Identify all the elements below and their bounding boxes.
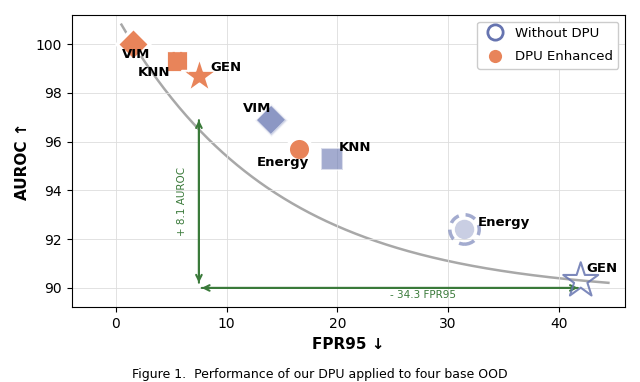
Text: - 34.3 FPR95: - 34.3 FPR95 xyxy=(390,290,456,300)
Point xyxy=(460,227,470,233)
Text: KNN: KNN xyxy=(138,66,170,79)
Text: + 8.1 AUROC: + 8.1 AUROC xyxy=(177,167,187,236)
Point xyxy=(293,146,303,152)
Text: VIM: VIM xyxy=(122,48,150,61)
Text: KNN: KNN xyxy=(339,141,371,154)
Point xyxy=(460,227,470,233)
Text: GEN: GEN xyxy=(210,61,241,74)
Text: VIM: VIM xyxy=(243,102,271,115)
Point xyxy=(172,58,182,64)
Point xyxy=(194,73,204,79)
Text: Energy: Energy xyxy=(257,156,308,169)
X-axis label: FPR95 ↓: FPR95 ↓ xyxy=(312,337,385,352)
Point xyxy=(172,58,182,64)
Y-axis label: AUROC ↑: AUROC ↑ xyxy=(15,123,30,200)
Point xyxy=(127,41,138,47)
Point xyxy=(127,41,138,47)
Text: Energy: Energy xyxy=(478,216,530,229)
Point xyxy=(266,117,276,123)
Legend: Without DPU, DPU Enhanced: Without DPU, DPU Enhanced xyxy=(477,22,618,69)
Point xyxy=(266,117,276,123)
Text: GEN: GEN xyxy=(586,262,618,275)
Text: Figure 1.  Performance of our DPU applied to four base OOD: Figure 1. Performance of our DPU applied… xyxy=(132,368,508,381)
Point xyxy=(326,156,337,162)
Point xyxy=(575,278,586,284)
